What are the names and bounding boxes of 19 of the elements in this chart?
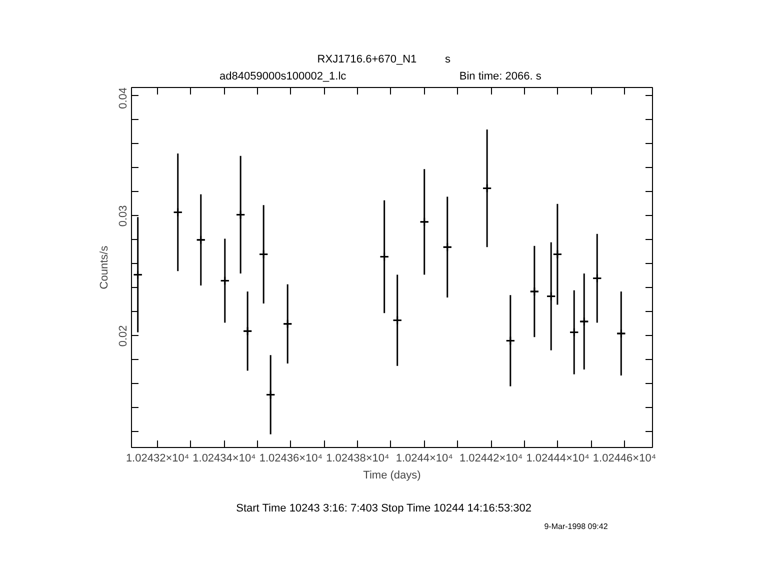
- x-tick-label: 1.02434×10⁴: [192, 452, 256, 464]
- text: s: [445, 54, 452, 66]
- x-tick-label: 1.02446×10⁴: [592, 452, 656, 464]
- x-tick-label: 1.0244×10⁴: [396, 452, 454, 464]
- x-tick-label: 1.02444×10⁴: [526, 452, 590, 464]
- chart-title: RXJ1716.6+670_N1: [317, 54, 417, 66]
- text: Bin time: 2066. s: [459, 70, 542, 82]
- chart-subtitle: ad84059000s100002_1.lc: [220, 70, 347, 82]
- y-tick-label: 0.04: [118, 87, 130, 109]
- x-tick-label: 1.02436×10⁴: [259, 452, 323, 464]
- y-tick-label: 0.03: [118, 205, 130, 227]
- text: Start Time 10243 3:16: 7:403 Stop Time 10244 14:16:53:302: [236, 502, 532, 514]
- text: 9-Mar-1998 09:42: [544, 522, 608, 531]
- x-axis-title: Time (days): [363, 470, 421, 482]
- x-tick-label: 1.02438×10⁴: [326, 452, 390, 464]
- y-axis-title: Counts/s: [98, 245, 110, 290]
- x-tick-label: 1.02442×10⁴: [459, 452, 523, 464]
- y-tick-label: 0.02: [118, 325, 130, 347]
- x-tick-label: 1.02432×10⁴: [126, 452, 190, 464]
